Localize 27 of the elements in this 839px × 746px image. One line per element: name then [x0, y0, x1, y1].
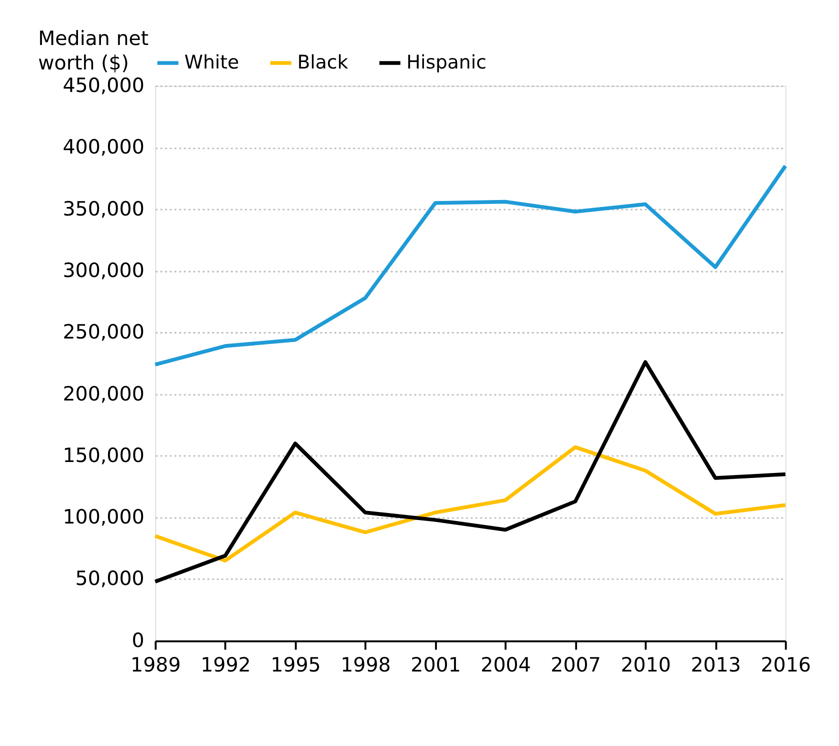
y-tick-label: 100,000 [62, 506, 144, 529]
line-series [153, 360, 788, 584]
y-tick-label: 400,000 [62, 136, 144, 159]
x-tick-label: 2007 [550, 653, 601, 676]
x-tick-label: 1995 [270, 653, 321, 676]
line-series [153, 164, 788, 366]
y-tick-label: 50,000 [75, 567, 144, 590]
legend-label: Hispanic [406, 52, 486, 74]
x-tick-label: 2010 [620, 653, 671, 676]
line-series [153, 445, 788, 563]
x-tick-label: 2004 [480, 653, 531, 676]
legend-label: Black [297, 52, 348, 74]
y-tick-label: 300,000 [62, 258, 144, 282]
x-tick-label: 2013 [690, 653, 741, 676]
y-tick-label: 250,000 [62, 320, 144, 344]
legend-label: White [184, 52, 240, 74]
x-tick-label: 1989 [130, 653, 181, 676]
y-tick-label: 150,000 [62, 444, 144, 467]
y-tick-label: 350,000 [62, 197, 144, 220]
x-tick-label: 1992 [200, 653, 251, 676]
y-tick-label: 450,000 [62, 74, 144, 97]
x-tick-label: 2016 [760, 653, 811, 676]
y-axis-title: Median net worth ($) [38, 26, 149, 74]
y-tick-label: 200,000 [62, 382, 144, 406]
x-tick-label: 2001 [410, 653, 461, 676]
y-tick-label: 0 [132, 628, 144, 652]
x-tick-label: 1998 [340, 653, 391, 676]
